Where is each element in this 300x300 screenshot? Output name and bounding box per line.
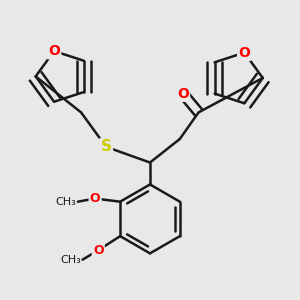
Text: O: O — [48, 44, 60, 58]
Text: CH₃: CH₃ — [60, 255, 81, 265]
Text: CH₃: CH₃ — [56, 197, 76, 207]
Text: S: S — [100, 140, 112, 154]
Text: O: O — [93, 244, 104, 257]
Text: O: O — [238, 46, 250, 60]
Text: O: O — [90, 192, 101, 205]
Text: O: O — [177, 87, 189, 100]
